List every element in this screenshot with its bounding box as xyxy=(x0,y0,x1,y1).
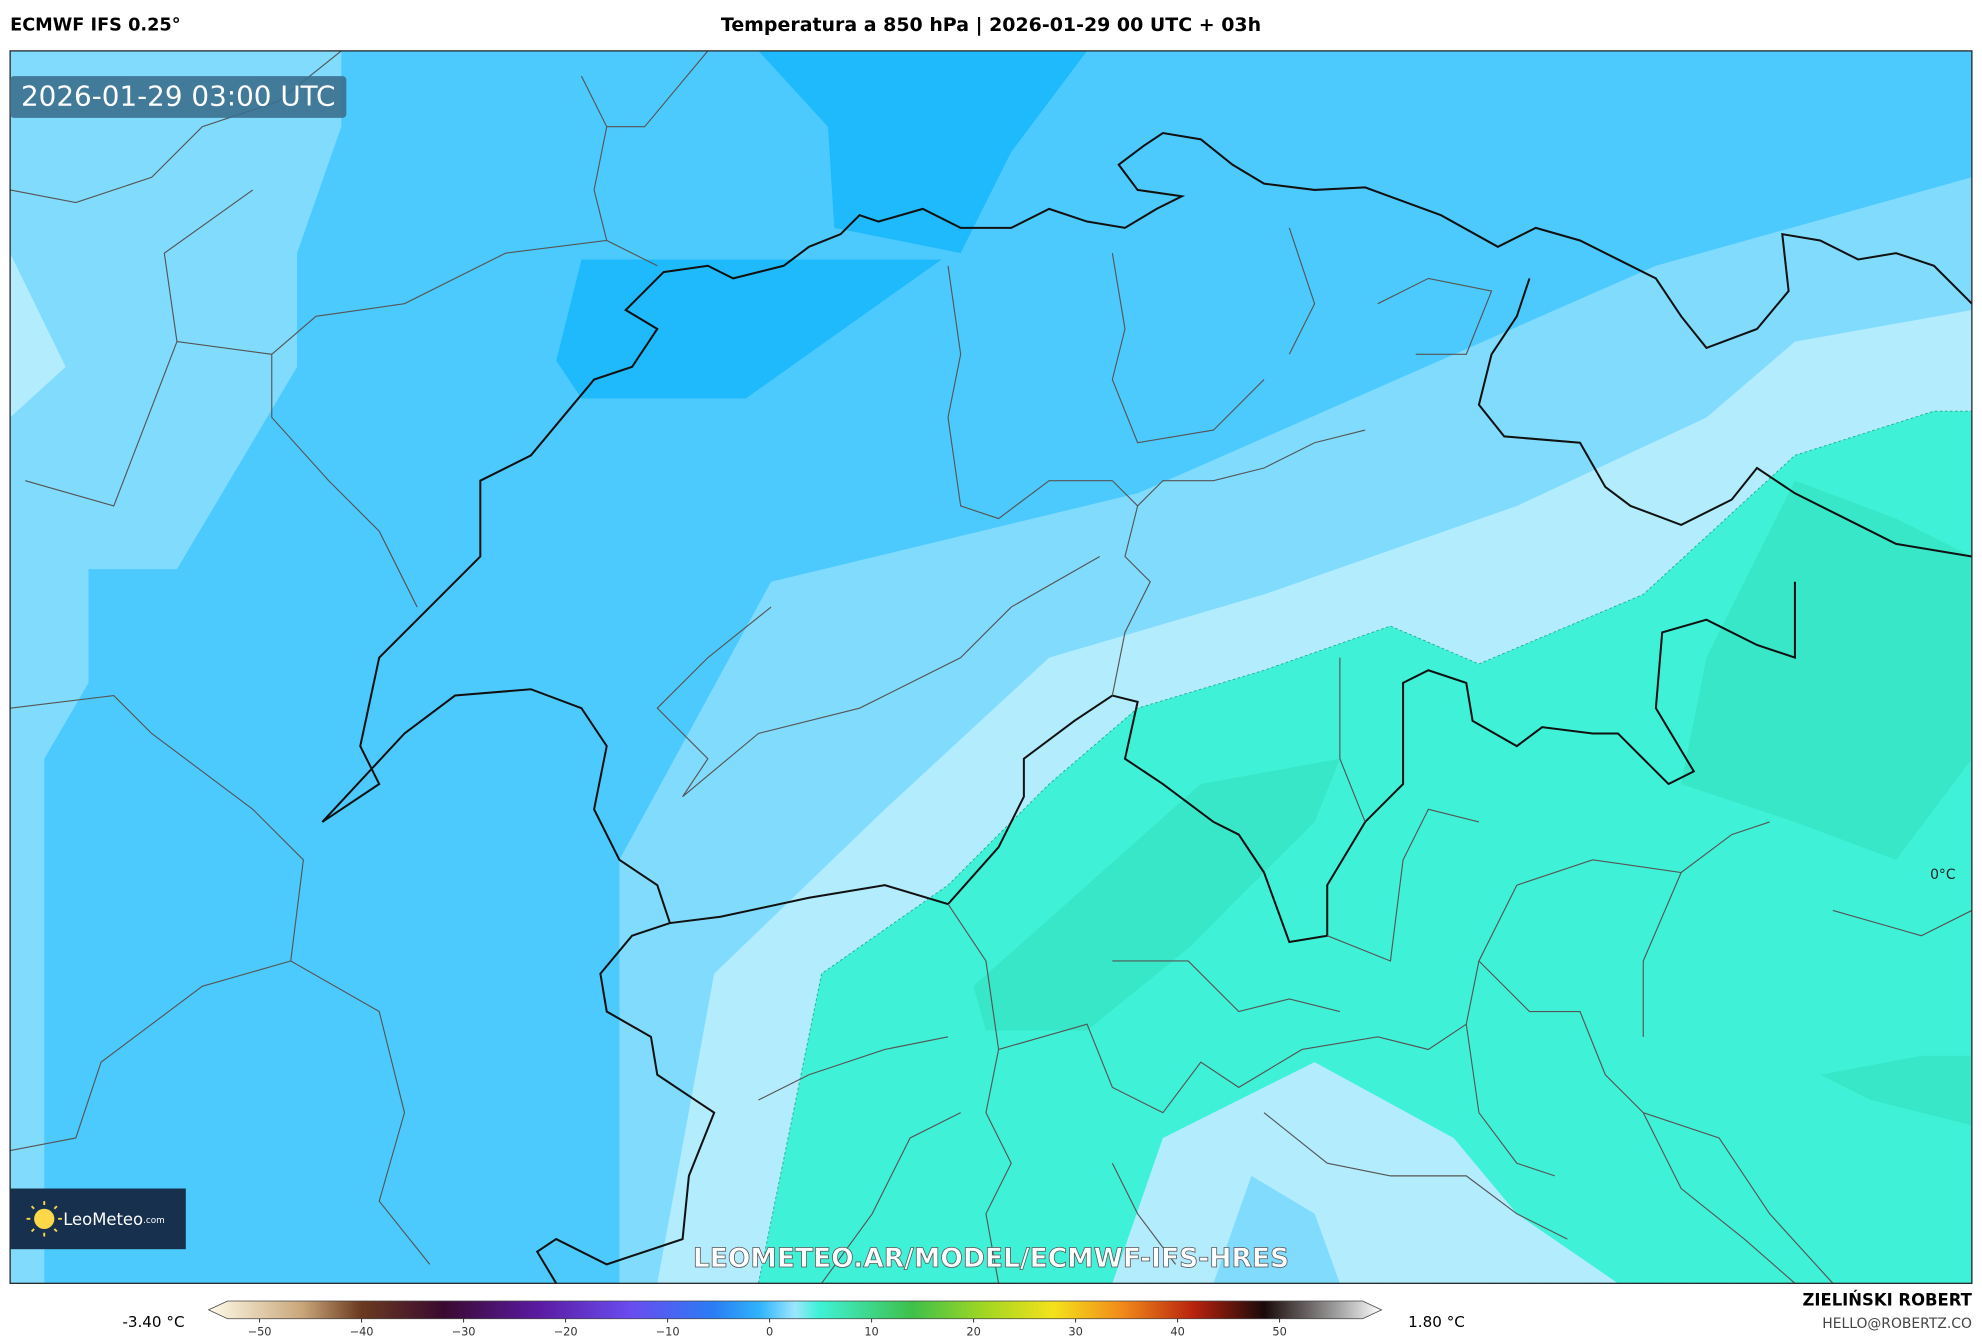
watermark: LEOMETEO.AR/MODEL/ECMWF-IFS-HRES xyxy=(693,1243,1289,1274)
colorbar-tick-label: −30 xyxy=(452,1325,476,1338)
colorbar-tick-label: −10 xyxy=(656,1325,680,1338)
map: 2026-01-29 03:00 UTC 0°C LEOMETEO.AR/MOD… xyxy=(9,50,1973,1284)
colorbar-tick-label: 30 xyxy=(1068,1325,1082,1338)
colorbar-tick-label: 0 xyxy=(766,1325,773,1338)
author: ZIELIŃSKI ROBERT xyxy=(1802,1291,1972,1310)
timestamp: 2026-01-29 03:00 UTC xyxy=(21,80,335,113)
colorbar-max: 1.80 °C xyxy=(1408,1313,1465,1331)
colorbar-tick-label: 40 xyxy=(1170,1325,1184,1338)
map-title: Temperatura a 850 hPa | 2026-01-29 00 UT… xyxy=(721,14,1261,36)
colorbar-tick-label: 20 xyxy=(966,1325,980,1338)
contour-label: 0°C xyxy=(1930,867,1955,883)
colorbar-tick-label: 50 xyxy=(1272,1325,1286,1338)
colorbar: -3.40 °C 1.80 °C −50 −40 −30 −20 −10 0 10 20 30 4… xyxy=(122,1300,1465,1338)
email: HELLO@ROBERTZ.CO xyxy=(1822,1316,1972,1332)
colorbar-tick-label: 10 xyxy=(864,1325,878,1338)
logo-suffix: .com xyxy=(143,1216,165,1226)
colorbar-tick-label: −50 xyxy=(248,1325,272,1338)
logo: LeoMeteo.com xyxy=(63,1210,165,1229)
logo-name: LeoMeteo xyxy=(63,1210,143,1229)
model-label: ECMWF IFS 0.25° xyxy=(10,16,180,36)
colorbar-tick-label: −40 xyxy=(350,1325,374,1338)
colorbar-min: -3.40 °C xyxy=(122,1313,184,1331)
colorbar-tick-label: −20 xyxy=(554,1325,578,1338)
